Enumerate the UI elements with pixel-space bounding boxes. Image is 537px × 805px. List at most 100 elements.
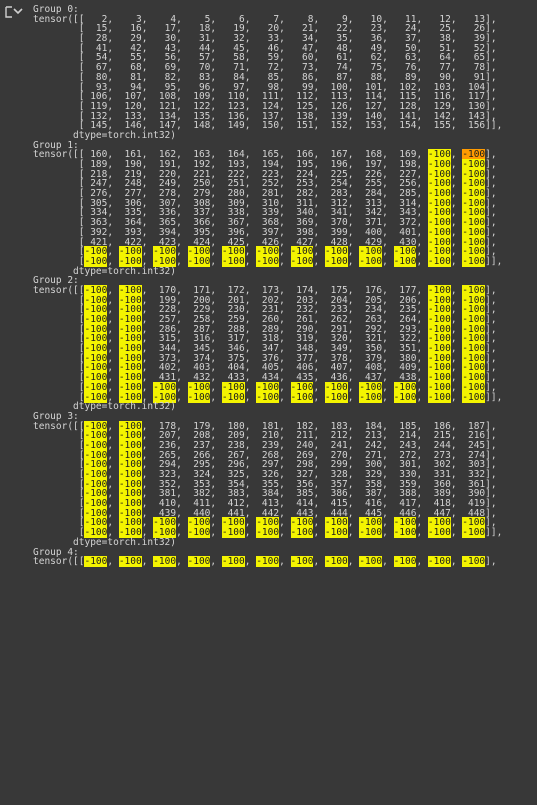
tensor-value: 18 xyxy=(187,23,211,35)
tensor-value: 98 xyxy=(256,81,280,93)
tensor-value: 371 xyxy=(359,217,383,229)
tensor-value: -100 xyxy=(427,149,451,161)
tensor-value: 392 xyxy=(84,226,108,238)
tensor-value: 419 xyxy=(462,498,486,510)
tensor-value: 185 xyxy=(393,420,417,432)
tensor-value: 86 xyxy=(290,71,314,83)
tensor-value: 24 xyxy=(393,23,417,35)
tensor-value: -100 xyxy=(153,255,177,267)
tensor-value: 355 xyxy=(256,478,280,490)
tensor-value: 48 xyxy=(324,42,348,54)
tensor-value: 223 xyxy=(256,168,280,180)
tensor-value: -100 xyxy=(84,381,108,393)
tensor-value: -100 xyxy=(427,188,451,200)
tensor-value: -100 xyxy=(84,439,108,451)
tensor-value: 93 xyxy=(84,81,108,93)
tensor-value: 316 xyxy=(187,333,211,345)
tensor-value: -100 xyxy=(84,304,108,316)
tensor-value: 436 xyxy=(324,372,348,384)
tensor-value: 77 xyxy=(427,62,451,74)
tensor-value: -100 xyxy=(118,420,142,432)
tensor-value: 291 xyxy=(324,323,348,335)
tensor-value: 394 xyxy=(153,226,177,238)
tensor-value: 68 xyxy=(118,62,142,74)
tensor-value: -100 xyxy=(359,391,383,403)
dtype-label: dtype=torch.int32) xyxy=(33,129,176,141)
tensor-value: -100 xyxy=(256,246,280,258)
tensor-row: [-100, -100, -100, -100, -100, -100, -10… xyxy=(33,255,503,267)
tensor-value: 104 xyxy=(462,81,486,93)
tensor-value: 428 xyxy=(324,236,348,248)
tensor-value: 334 xyxy=(84,207,108,219)
tensor-value: 226 xyxy=(359,168,383,180)
tensor-value: -100 xyxy=(462,159,486,170)
tensor-value: 236 xyxy=(153,439,177,451)
tensor-value: 179 xyxy=(187,420,211,432)
tensor-value: 412 xyxy=(221,498,245,510)
tensor-value: 368 xyxy=(256,217,280,229)
tensor-value: -100 xyxy=(187,556,211,568)
tensor-value: 6 xyxy=(221,13,245,25)
tensor-row: [-100, -100, -100, -100, -100, -100, -10… xyxy=(33,527,503,539)
tensor-value: 390 xyxy=(462,488,486,500)
tensor-value: 172 xyxy=(221,284,245,296)
tensor-value: 152 xyxy=(324,120,348,132)
dtype-label: dtype=torch.int32) xyxy=(33,401,176,413)
tensor-value: 94 xyxy=(118,81,142,93)
tensor-row: [-100, -100, -100, -100, -100, -100, -10… xyxy=(33,246,497,258)
tensor-value: 305 xyxy=(84,197,108,209)
tensor-value: 59 xyxy=(256,52,280,64)
tensor-value: 164 xyxy=(221,149,245,161)
tensor-row: [-100, -100, 207, 208, 209, 210, 211, 21… xyxy=(33,430,497,442)
tensor-value: 278 xyxy=(153,188,177,200)
tensor-row: [ 67, 68, 69, 70, 71, 72, 73, 74, 75, 76… xyxy=(33,62,497,74)
tensor-value: -100 xyxy=(118,284,142,296)
tensor-row: [-100, -100, 402, 403, 404, 405, 406, 40… xyxy=(33,362,497,374)
tensor-value: 321 xyxy=(359,333,383,345)
tensor-value: 290 xyxy=(290,323,314,335)
tensor-row: [-100, -100, 257, 258, 259, 260, 261, 26… xyxy=(33,314,497,325)
tensor-value: 89 xyxy=(393,71,417,83)
tensor-value: 301 xyxy=(393,459,417,471)
tensor-value: 15 xyxy=(84,23,108,35)
tensor-value: 204 xyxy=(324,294,348,306)
tensor-row: [ 189, 190, 191, 192, 193, 194, 195, 196… xyxy=(33,159,497,170)
tensor-value: -100 xyxy=(118,478,142,490)
tensor-value: 440 xyxy=(187,507,211,519)
tensor-value: 243 xyxy=(393,439,417,451)
tensor-value: -100 xyxy=(462,362,486,374)
tensor-row: [-100, -100, -100, -100, -100, -100, -10… xyxy=(33,381,497,393)
tensor-value: 415 xyxy=(324,498,348,510)
tensor-value: -100 xyxy=(393,527,417,539)
tensor-value: -100 xyxy=(324,381,348,393)
tensor-value: 56 xyxy=(153,52,177,64)
tensor-value: 374 xyxy=(187,352,211,364)
tensor-value: -100 xyxy=(118,527,142,539)
output-expand-icon[interactable] xyxy=(5,5,23,19)
tensor-row: [-100, -100, 199, 200, 201, 202, 203, 20… xyxy=(33,294,497,306)
tensor-value: 411 xyxy=(187,498,211,510)
tensor-row: [ 119, 120, 121, 122, 123, 124, 125, 126… xyxy=(33,100,497,112)
tensor-value: 91 xyxy=(462,71,486,83)
tensor-row: [-100, -100, 344, 345, 346, 347, 348, 34… xyxy=(33,343,497,355)
tensor-value: 138 xyxy=(290,110,314,122)
tensor-value: 19 xyxy=(221,23,245,35)
group-header: Group 4: xyxy=(33,546,79,558)
tensor-value: 193 xyxy=(221,159,245,170)
tensor-value: 26 xyxy=(462,23,486,35)
tensor-value: 308 xyxy=(187,197,211,209)
tensor-value: 180 xyxy=(221,420,245,432)
tensor-value: 433 xyxy=(221,372,245,384)
tensor-value: -100 xyxy=(118,517,142,529)
tensor-value: -100 xyxy=(290,255,314,267)
tensor-value: 126 xyxy=(324,100,348,112)
tensor-value: 381 xyxy=(153,488,177,500)
tensor-value: 228 xyxy=(153,304,177,316)
tensor-value: -100 xyxy=(462,333,486,345)
tensor-value: 380 xyxy=(393,352,417,364)
tensor-value: -100 xyxy=(427,381,451,393)
tensor-value: 201 xyxy=(221,294,245,306)
tensor-value: 218 xyxy=(84,168,108,180)
tensor-value: 60 xyxy=(290,52,314,64)
tensor-value: 281 xyxy=(256,188,280,200)
